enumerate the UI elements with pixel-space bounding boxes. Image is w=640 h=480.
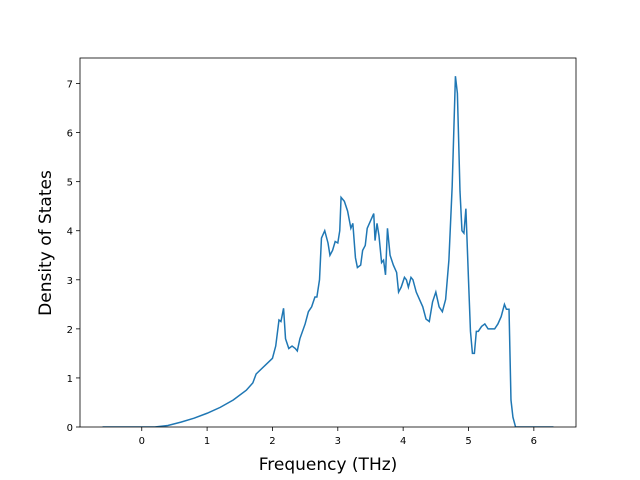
y-tick-label: 0 xyxy=(67,423,73,434)
x-tick-label: 6 xyxy=(531,436,537,447)
line xyxy=(102,76,554,427)
x-tick-label: 4 xyxy=(400,436,406,447)
y-tick-label: 4 xyxy=(67,227,73,238)
y-axis-label: Density of States xyxy=(36,170,56,316)
y-tick-label: 3 xyxy=(67,276,73,287)
x-tick-label: 1 xyxy=(204,436,210,447)
x-tick-label: 2 xyxy=(269,436,275,447)
x-axis-label: Frequency (THz) xyxy=(259,455,398,475)
x-tick-label: 3 xyxy=(335,436,341,447)
x-tick-label: 0 xyxy=(139,436,145,447)
y-tick-label: 7 xyxy=(67,80,73,91)
y-tick-label: 1 xyxy=(67,374,73,385)
y-tick-label: 6 xyxy=(67,129,73,140)
x-tick-label: 5 xyxy=(465,436,471,447)
y-tick-label: 2 xyxy=(67,325,73,336)
y-tick-label: 5 xyxy=(67,178,73,189)
plot-frame xyxy=(79,57,577,428)
